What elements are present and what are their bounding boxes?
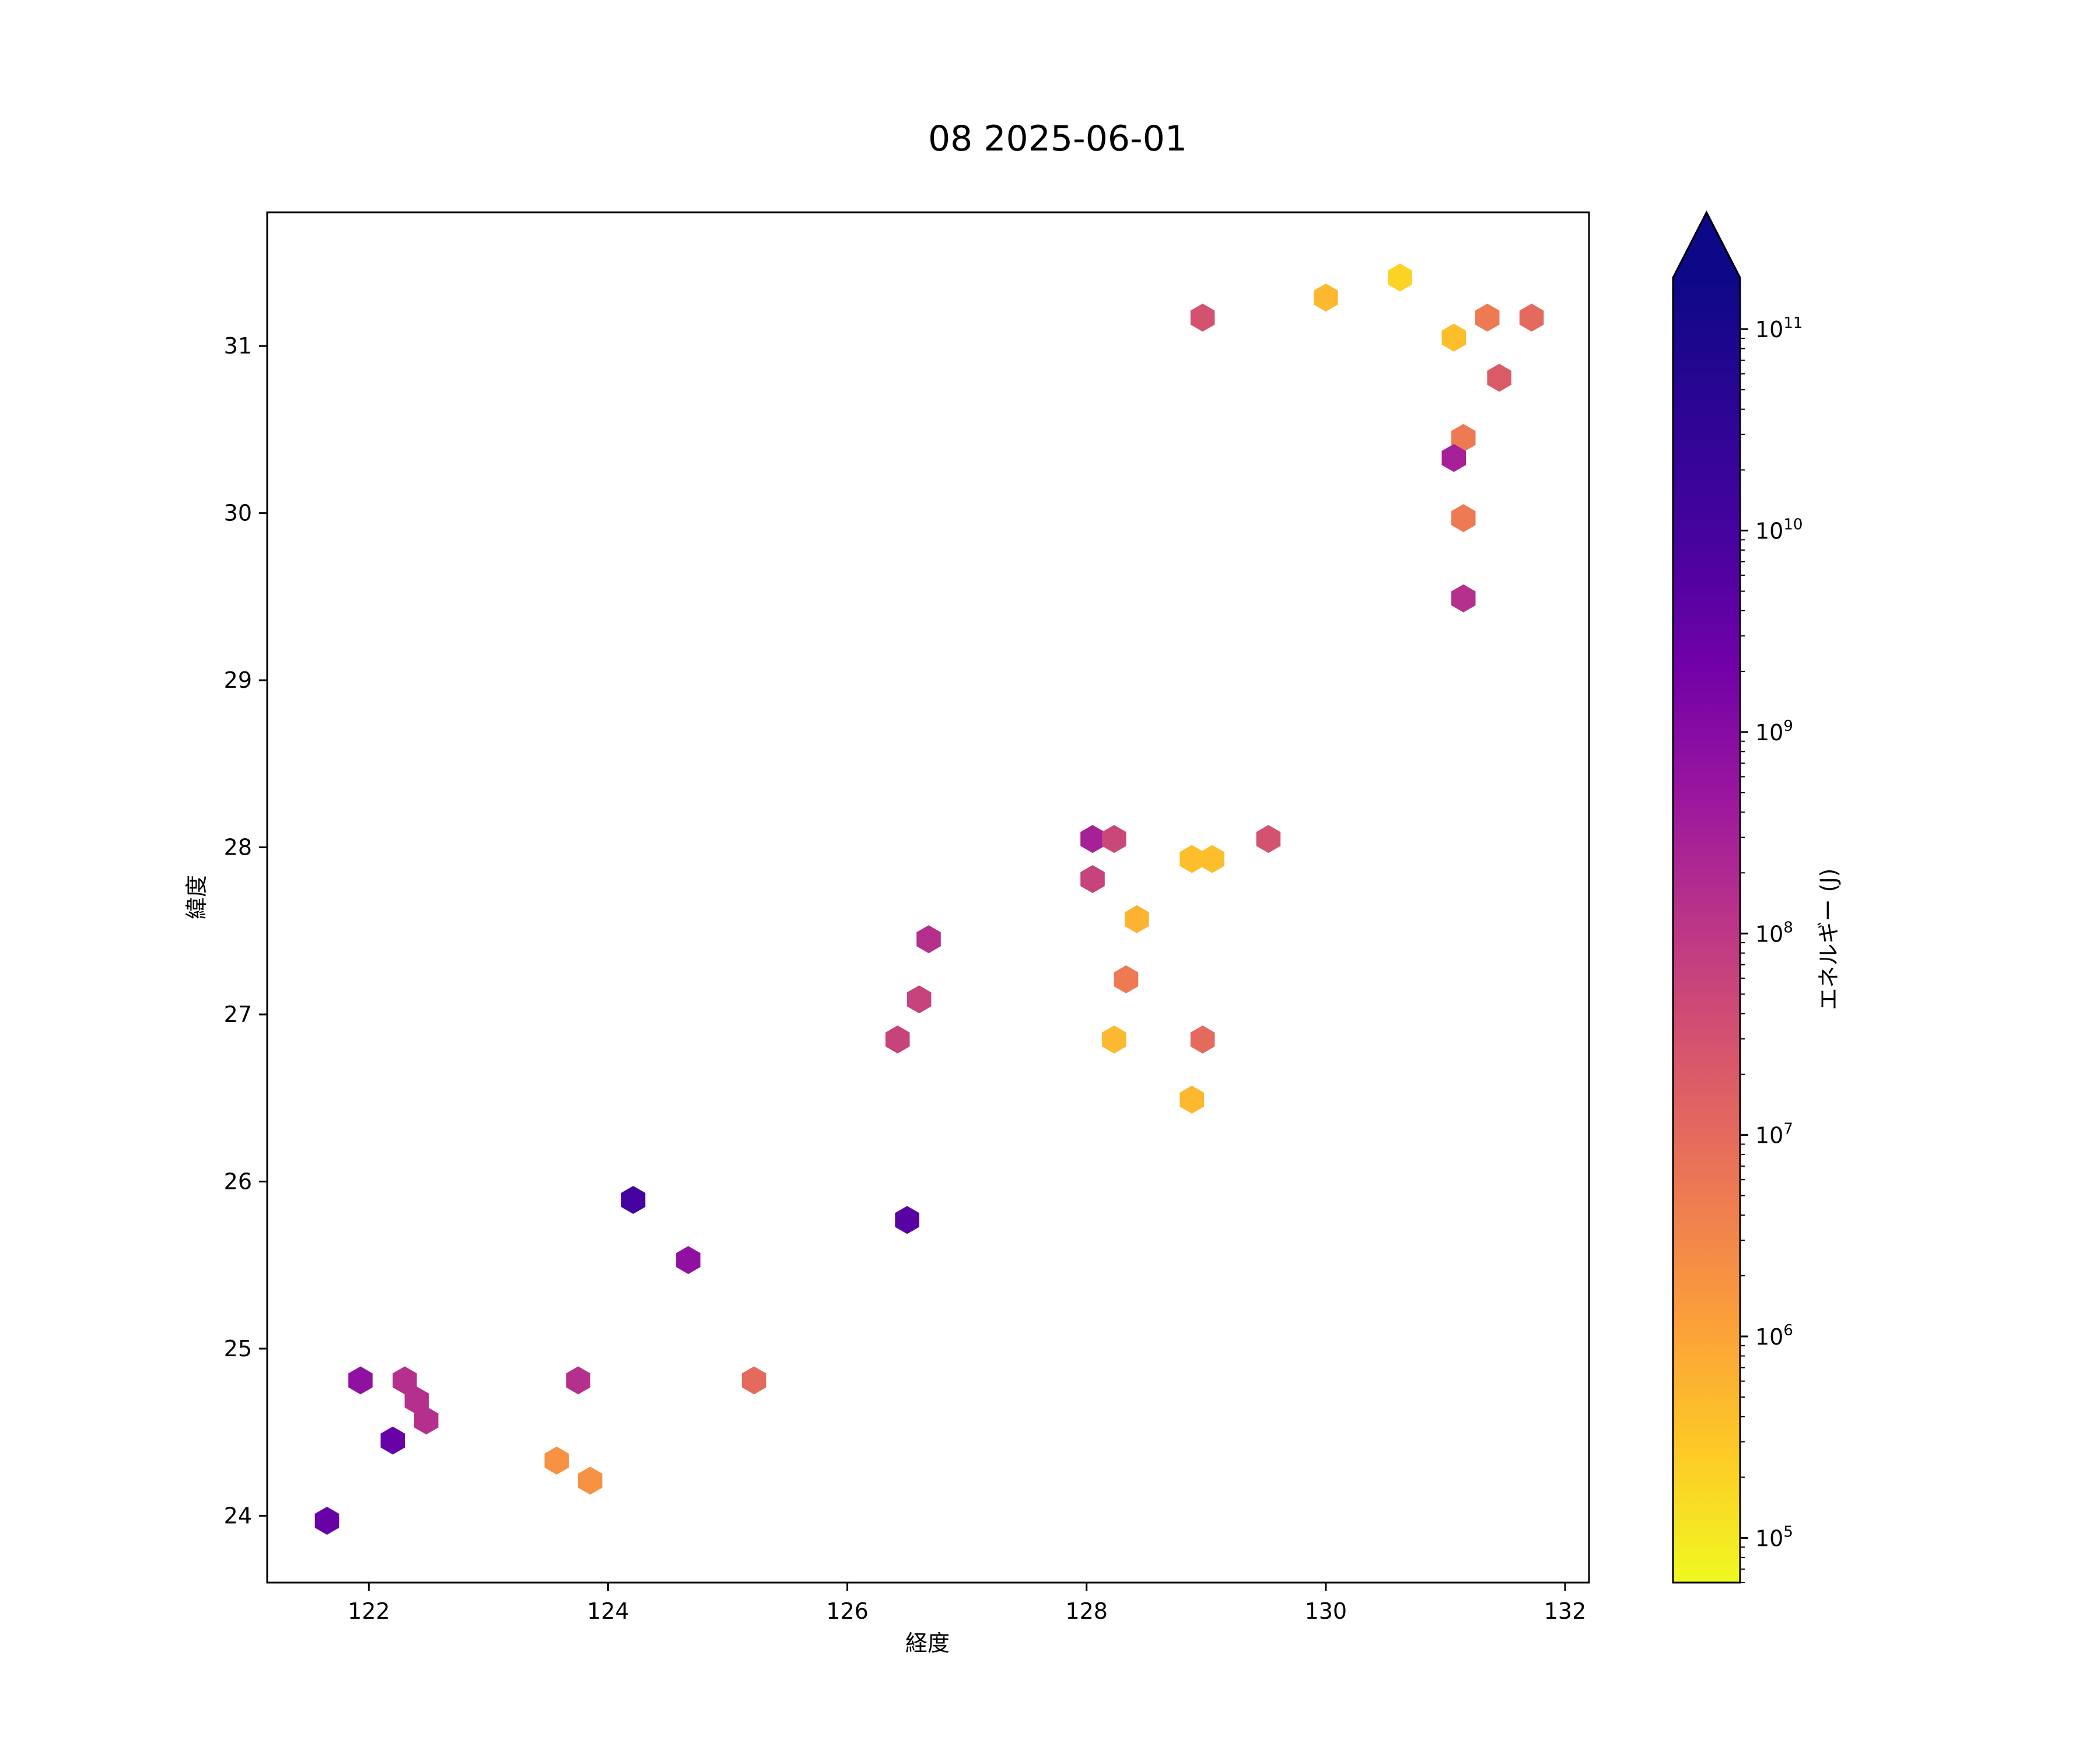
hexbin-cell bbox=[1475, 303, 1500, 332]
hexbin-cell bbox=[1102, 825, 1126, 853]
hexbin-cell bbox=[885, 1026, 910, 1054]
y-tick-label: 28 bbox=[224, 835, 252, 860]
y-tick-label: 31 bbox=[224, 333, 252, 359]
colorbar-tick-label: 107 bbox=[1755, 1121, 1793, 1149]
hexbin-cell bbox=[676, 1246, 701, 1275]
hexbin-cell bbox=[1125, 905, 1149, 933]
hexbin-cell bbox=[1190, 303, 1215, 332]
colorbar-tick-label: 1011 bbox=[1755, 314, 1803, 342]
hexbin-cell bbox=[1080, 865, 1105, 893]
hexbin-cell bbox=[314, 1507, 340, 1535]
x-tick-label: 128 bbox=[1065, 1598, 1108, 1624]
hexbin-cell bbox=[1180, 845, 1204, 873]
hexbin-cell bbox=[1314, 284, 1338, 312]
hexbin-cell bbox=[566, 1366, 590, 1395]
x-tick-label: 122 bbox=[348, 1598, 390, 1624]
y-tick-label: 25 bbox=[224, 1336, 252, 1362]
hexbin-cell bbox=[1451, 584, 1476, 612]
colorbar-tick-label: 108 bbox=[1755, 919, 1793, 947]
plot-frame bbox=[266, 211, 1590, 1584]
hexbin-cell bbox=[1114, 965, 1139, 993]
hexbin-cell bbox=[621, 1186, 646, 1214]
hexbin-cell bbox=[1190, 1026, 1215, 1054]
colorbar: 105 106 107 108 109 1010 1011 bbox=[1672, 210, 1803, 1584]
colorbar-label: エネルギー (J) bbox=[1816, 869, 1842, 1010]
hexbin-cell bbox=[1080, 825, 1105, 853]
hexbin-cell bbox=[916, 925, 941, 954]
hexbin-cell bbox=[895, 1206, 919, 1234]
hexbin-cell bbox=[1519, 303, 1544, 332]
y-tick-label: 29 bbox=[224, 667, 252, 693]
chart-title: 08 2025-06-01 bbox=[928, 118, 1187, 159]
hexbin-cell bbox=[1487, 363, 1511, 392]
hex-layer bbox=[314, 263, 1544, 1535]
hexbin-cell bbox=[414, 1406, 439, 1435]
hexbin-cell bbox=[1441, 323, 1466, 352]
hexbin-cell bbox=[907, 985, 932, 1014]
hexbin-cell bbox=[544, 1446, 569, 1475]
hexbin-cell bbox=[1200, 845, 1224, 873]
hexbin-cell bbox=[741, 1366, 766, 1395]
colorbar-tick-label: 105 bbox=[1755, 1523, 1793, 1551]
x-axis-label: 経度 bbox=[905, 1630, 950, 1656]
colorbar-extend-arrow bbox=[1673, 212, 1740, 278]
hexbin-cell bbox=[1256, 825, 1281, 853]
x-axis: 122 124 126 128 130 132 bbox=[348, 1583, 1586, 1624]
hexbin-cell bbox=[1388, 263, 1412, 292]
x-tick-label: 124 bbox=[587, 1598, 629, 1624]
hexbin-cell bbox=[393, 1366, 417, 1395]
x-tick-label: 126 bbox=[826, 1598, 869, 1624]
y-tick-label: 30 bbox=[224, 501, 252, 526]
colorbar-tick-label: 106 bbox=[1755, 1322, 1793, 1350]
x-tick-label: 130 bbox=[1305, 1598, 1348, 1624]
hexbin-cell bbox=[1441, 444, 1466, 473]
colorbar-gradient bbox=[1673, 278, 1740, 1583]
hexbin-cell bbox=[404, 1386, 429, 1415]
hexbin-cell bbox=[1102, 1026, 1126, 1054]
x-tick-label: 132 bbox=[1544, 1598, 1587, 1624]
hexbin-cell bbox=[1180, 1086, 1204, 1114]
y-tick-label: 27 bbox=[224, 1002, 252, 1027]
y-tick-label: 26 bbox=[224, 1168, 252, 1194]
hexbin-cell bbox=[380, 1426, 405, 1455]
hexbin-cell bbox=[1451, 424, 1476, 452]
hexbin-cell bbox=[348, 1366, 373, 1395]
hexbin-cell bbox=[1451, 504, 1476, 533]
y-axis-label: 緯度 bbox=[184, 875, 209, 919]
hexbin-cell bbox=[578, 1466, 603, 1495]
colorbar-outline bbox=[1672, 210, 1741, 1584]
colorbar-tick-label: 1010 bbox=[1755, 516, 1803, 544]
y-tick-label: 24 bbox=[224, 1503, 252, 1528]
colorbar-tick-label: 109 bbox=[1755, 718, 1793, 746]
y-axis: 24 25 26 27 28 29 30 31 bbox=[224, 333, 267, 1528]
